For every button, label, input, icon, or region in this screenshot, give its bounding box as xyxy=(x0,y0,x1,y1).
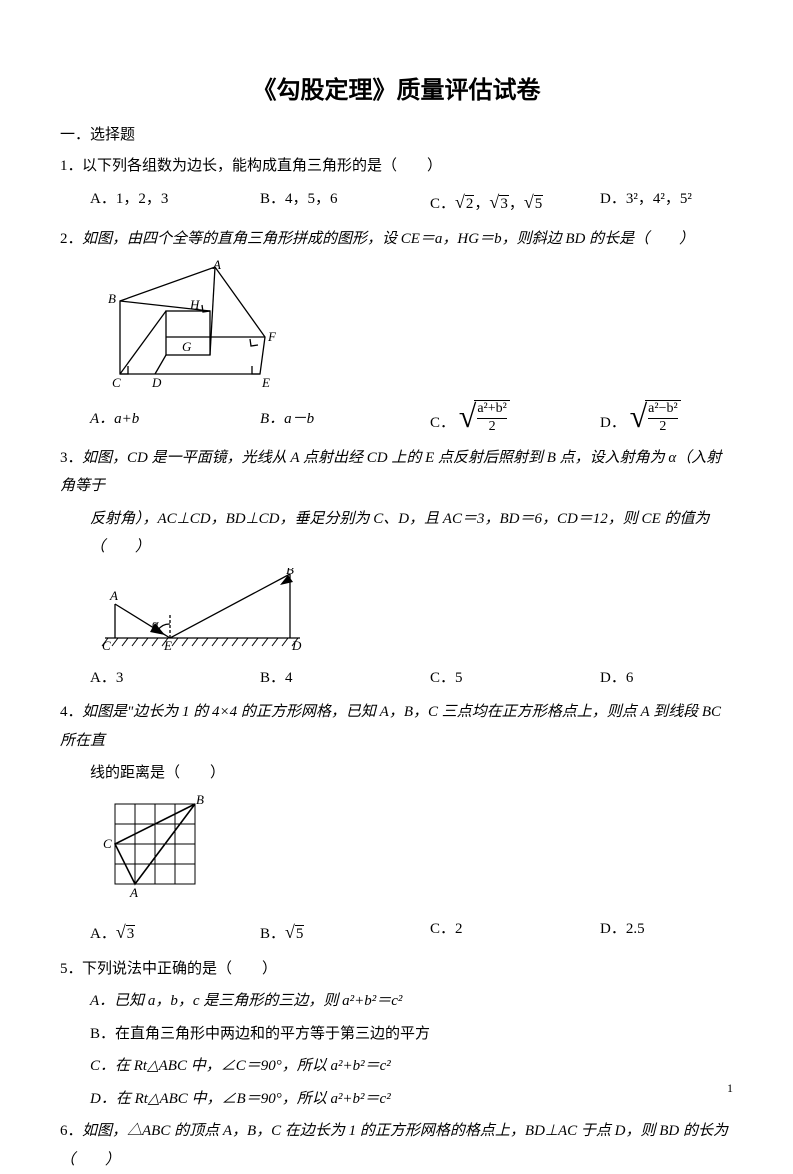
lbl-D: D xyxy=(151,375,162,389)
q3-text1: 如图，CD 是一平面镜，光线从 A 点射出经 CD 上的 E 点反射后照射到 B… xyxy=(60,450,721,495)
q3-svg: A B C E D α xyxy=(100,568,310,653)
q4-num: 4． xyxy=(60,698,82,727)
q2-svg: A B C D E F G H xyxy=(100,259,290,389)
q2-text: 如图，由四个全等的直角三角形拼成的图形，设 CE＝a，HG＝b，则斜边 BD 的… xyxy=(82,231,694,247)
lbl-B: B xyxy=(286,568,294,577)
q2-choice-a: A．a+b xyxy=(90,405,260,434)
question-3: 3．如图，CD 是一平面镜，光线从 A 点射出经 CD 上的 E 点反射后照射到… xyxy=(60,444,733,501)
q5-opt-d: D．在 Rt△ABC 中，∠B＝90°，所以 a²+b²＝c² xyxy=(60,1085,733,1114)
lbl-B: B xyxy=(196,794,204,807)
q4-figure: A B C xyxy=(100,794,733,909)
q6-text: 如图，△ABC 的顶点 A，B，C 在边长为 1 的正方形网格的格点上，BD⊥A… xyxy=(60,1123,728,1168)
lbl-C: C xyxy=(102,638,111,653)
q3-choice-b: B．4 xyxy=(260,664,430,693)
q4-text1: 如图是"边长为 1 的 4×4 的正方形网格，已知 A，B，C 三点均在正方形格… xyxy=(60,704,721,749)
q2-num: 2． xyxy=(60,225,82,254)
question-6: 6．如图，△ABC 的顶点 A，B，C 在边长为 1 的正方形网格的格点上，BD… xyxy=(60,1117,733,1174)
page: 《勾股定理》质量评估试卷 一．选择题 1．以下列各组数为边长，能构成直角三角形的… xyxy=(0,0,793,1122)
q4-choice-c: C．2 xyxy=(430,915,600,949)
q1-choice-d: D．3²，4²，5² xyxy=(600,185,692,219)
section-heading: 一．选择题 xyxy=(60,123,733,144)
q1-c-prefix: C． xyxy=(430,196,455,212)
q2-choices: A．a+b B．a－b C． √ a²+b²2 D． √ a²−b²2 xyxy=(60,400,733,438)
q2-choice-c: C． √ a²+b²2 xyxy=(430,400,600,438)
lbl-E: E xyxy=(261,375,270,389)
q3-choices: A．3 B．4 C．5 D．6 xyxy=(60,664,733,693)
q3-choice-a: A．3 xyxy=(90,664,260,693)
q5-opt-c: C．在 Rt△ABC 中，∠C＝90°，所以 a²+b²＝c² xyxy=(60,1052,733,1081)
q2-choice-d: D． √ a²−b²2 xyxy=(600,400,681,438)
q5-opt-a: A．已知 a，b，c 是三角形的三边，则 a²+b²＝c² xyxy=(60,987,733,1016)
sqrt-frac-icon: √ a²−b²2 xyxy=(630,400,681,436)
q2-d-prefix: D． xyxy=(600,415,626,431)
lbl-C: C xyxy=(103,836,112,851)
q5-opt-b: B．在直角三角形中两边和的平方等于第三边的平方 xyxy=(60,1020,733,1049)
q3-choice-d: D．6 xyxy=(600,664,633,693)
page-title: 《勾股定理》质量评估试卷 xyxy=(60,70,733,105)
question-4: 4．如图是"边长为 1 的 4×4 的正方形网格，已知 A，B，C 三点均在正方… xyxy=(60,698,733,755)
sqrt-icon: 3 xyxy=(489,185,508,219)
sqrt-icon: 2 xyxy=(455,185,474,219)
q1-choice-c: C．2，3，5 xyxy=(430,185,600,219)
lbl-G: G xyxy=(182,339,192,354)
q4-choices: A．3 B．5 C．2 D．2.5 xyxy=(60,915,733,949)
lbl-C: C xyxy=(112,375,121,389)
q3-text2: 反射角），AC⊥CD，BD⊥CD，垂足分别为 C、D，且 AC＝3，BD＝6，C… xyxy=(60,505,733,562)
q1-text: 以下列各组数为边长，能构成直角三角形的是（ ） xyxy=(82,158,442,174)
lbl-F: F xyxy=(267,329,277,344)
lbl-A: A xyxy=(109,588,118,603)
q4-choice-d: D．2.5 xyxy=(600,915,645,949)
lbl-A: A xyxy=(212,259,221,272)
q4-svg: A B C xyxy=(100,794,220,904)
q2-c-prefix: C． xyxy=(430,415,455,431)
question-1: 1．以下列各组数为边长，能构成直角三角形的是（ ） xyxy=(60,152,733,181)
q1-num: 1． xyxy=(60,152,82,181)
page-number: 1 xyxy=(727,1081,733,1096)
q1-choices: A．1，2，3 B．4，5，6 C．2，3，5 D．3²，4²，5² xyxy=(60,185,733,219)
q3-figure: A B C E D α xyxy=(100,568,733,658)
q2-choice-b: B．a－b xyxy=(260,405,430,434)
sqrt-icon: 3 xyxy=(116,915,135,949)
lbl-A: A xyxy=(129,885,138,900)
q5-text: 下列说法中正确的是（ ） xyxy=(82,961,277,977)
question-2: 2．如图，由四个全等的直角三角形拼成的图形，设 CE＝a，HG＝b，则斜边 BD… xyxy=(60,225,733,254)
q4-choice-a: A．3 xyxy=(90,915,260,949)
lbl-D: D xyxy=(291,638,302,653)
lbl-alpha: α xyxy=(152,616,159,631)
question-5: 5．下列说法中正确的是（ ） xyxy=(60,955,733,984)
q3-choice-c: C．5 xyxy=(430,664,600,693)
sqrt-icon: 5 xyxy=(524,185,543,219)
lbl-B: B xyxy=(108,291,116,306)
lbl-E: E xyxy=(163,638,172,653)
q4-text2: 线的距离是（ ） xyxy=(60,759,733,788)
q1-choice-a: A．1，2，3 xyxy=(90,185,260,219)
q1-choice-b: B．4，5，6 xyxy=(260,185,430,219)
sqrt-frac-icon: √ a²+b²2 xyxy=(459,400,510,436)
q4-choice-b: B．5 xyxy=(260,915,430,949)
q3-num: 3． xyxy=(60,444,82,473)
lbl-H: H xyxy=(189,297,200,312)
sqrt-icon: 5 xyxy=(285,915,304,949)
q2-figure: A B C D E F G H xyxy=(100,259,733,394)
q5-num: 5． xyxy=(60,955,82,984)
